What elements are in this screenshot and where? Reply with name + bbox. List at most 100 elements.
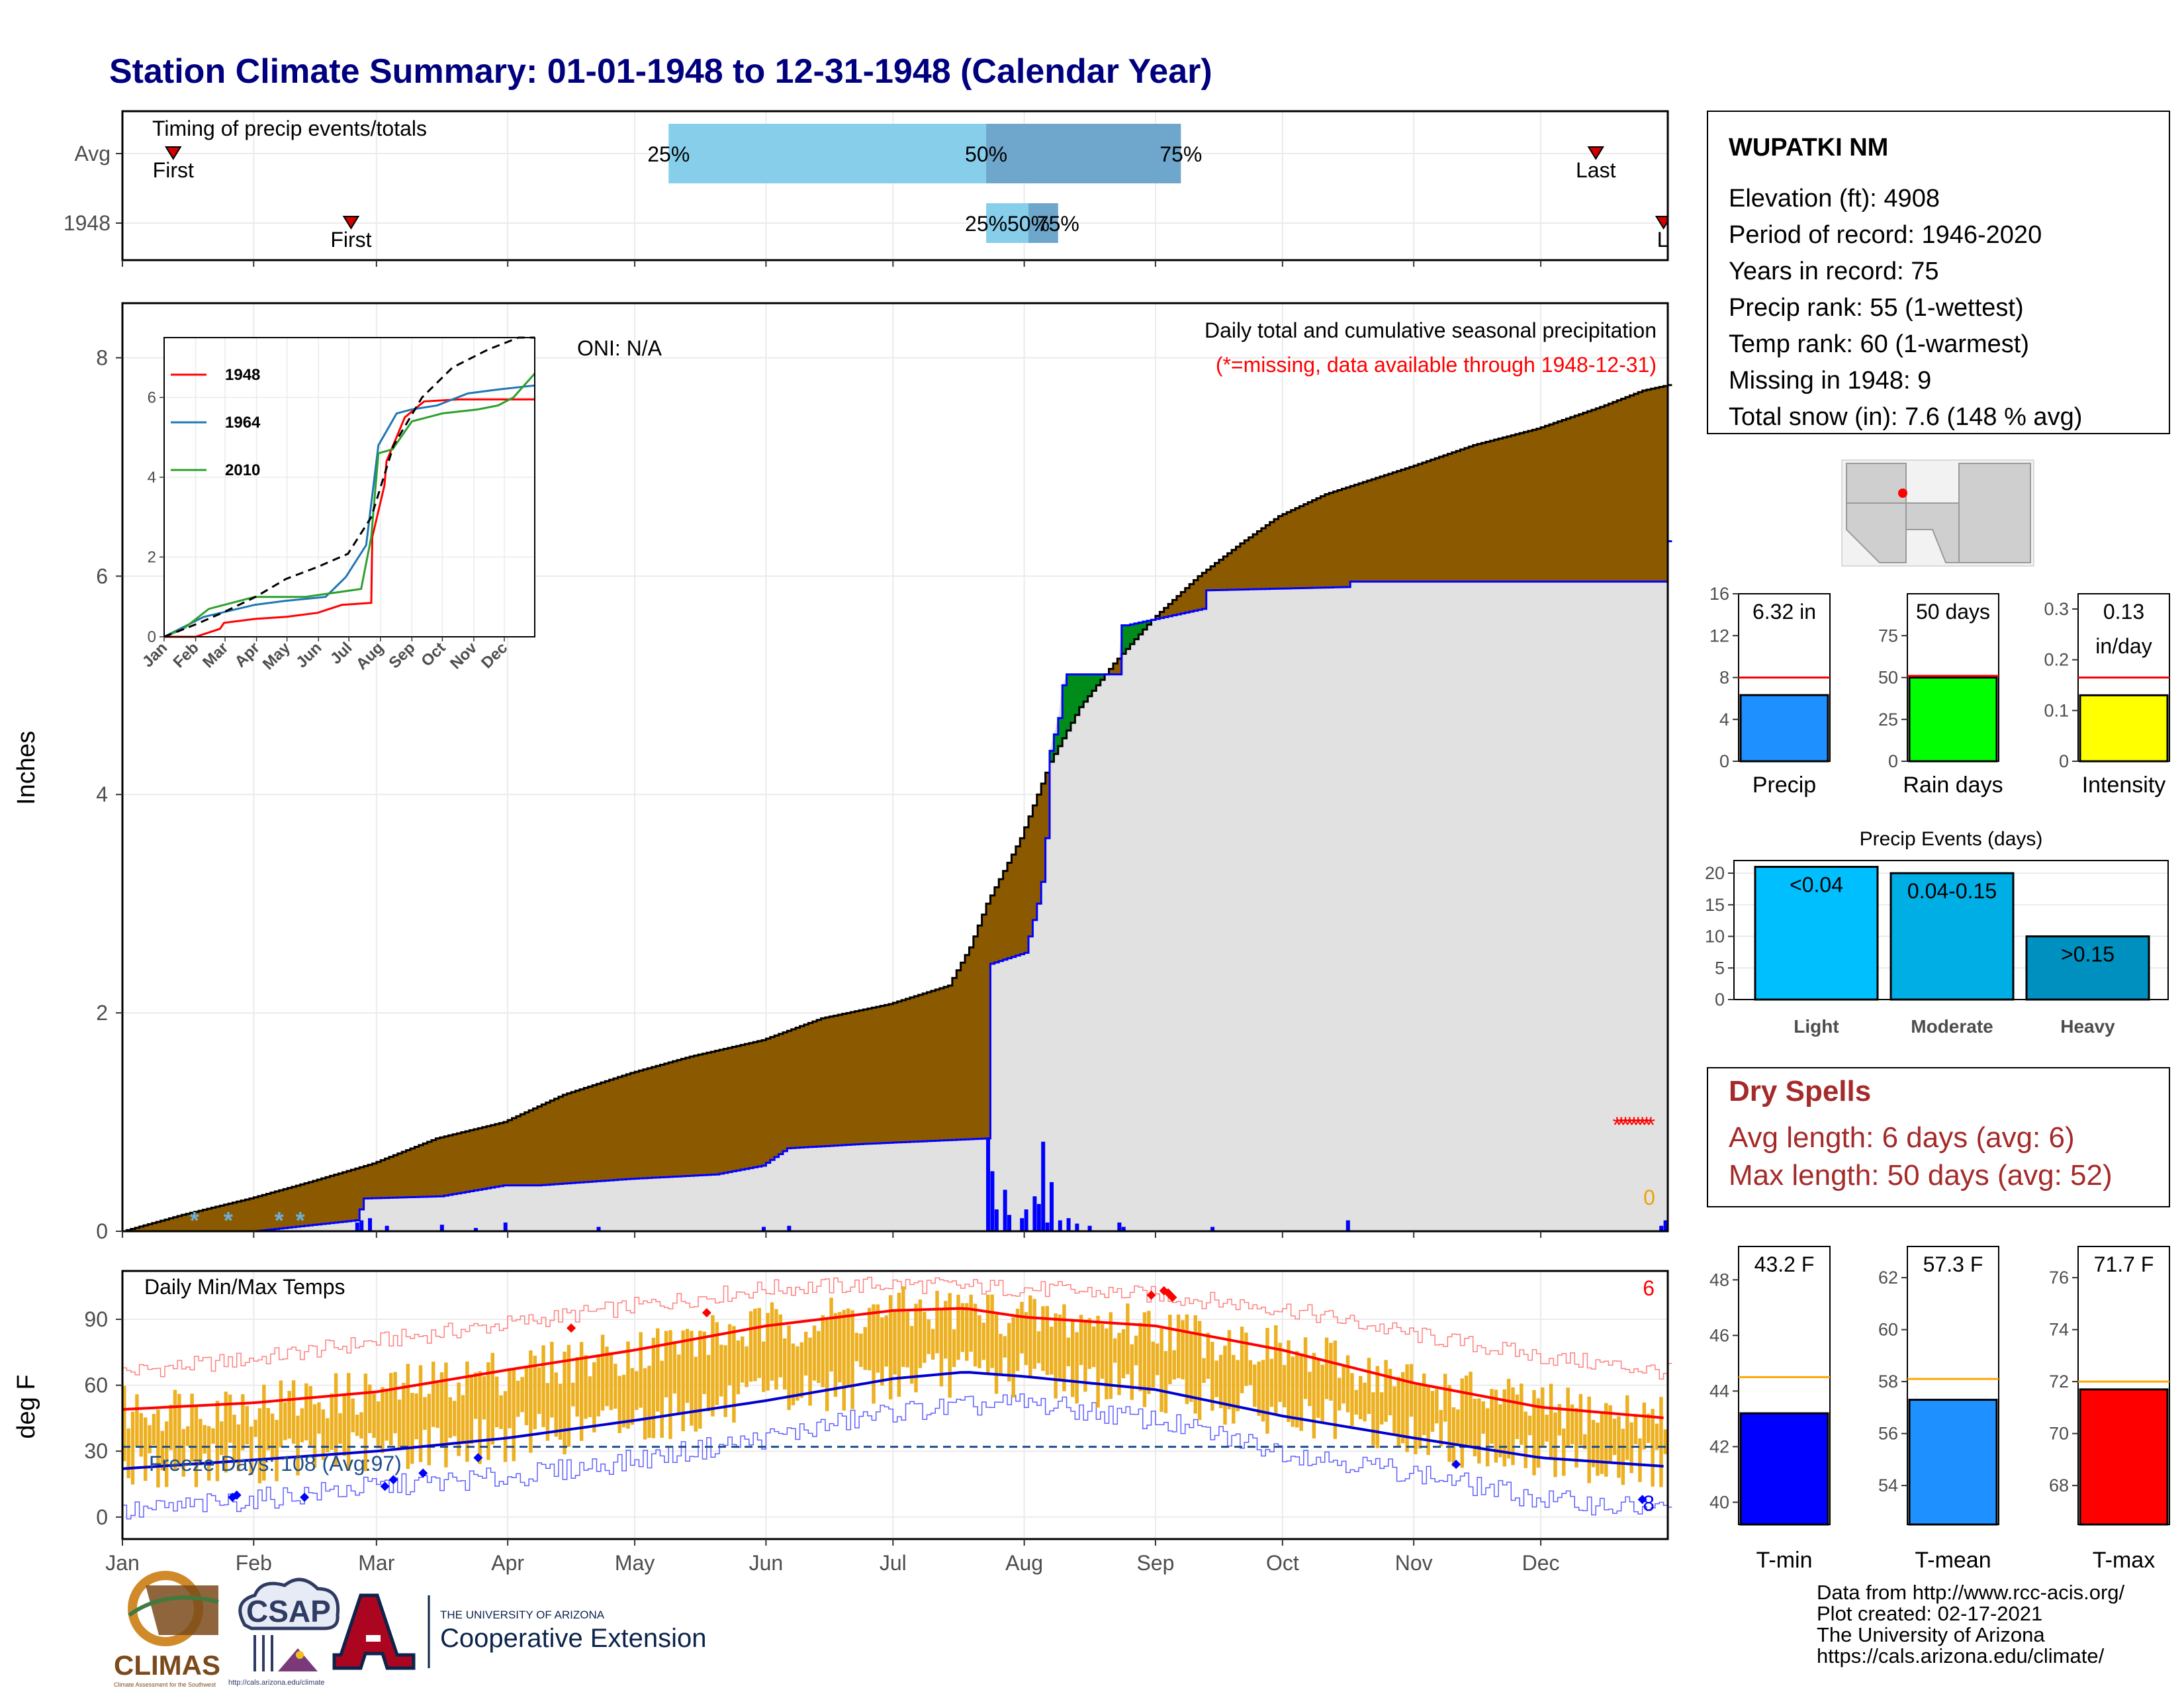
temp-daily-bar bbox=[1350, 1373, 1354, 1427]
temp-daily-bar bbox=[385, 1389, 389, 1441]
temp-daily-bar bbox=[545, 1383, 550, 1441]
map-state-shapes bbox=[1846, 463, 2031, 563]
temp-daily-bar bbox=[770, 1302, 774, 1381]
missing-day-marker: * bbox=[1613, 1113, 1621, 1138]
temp-daily-bar bbox=[457, 1382, 461, 1456]
temp-daily-bar bbox=[1409, 1364, 1414, 1417]
events-y-tick-label: 15 bbox=[1705, 895, 1725, 915]
temp-daily-bar bbox=[719, 1344, 723, 1397]
temp-daily-bar bbox=[1295, 1350, 1299, 1428]
record-low-count: 8 bbox=[1643, 1491, 1655, 1515]
gauge-name-label: T-max bbox=[2093, 1548, 2155, 1573]
record-low-marker bbox=[473, 1453, 483, 1463]
temp-daily-bar bbox=[986, 1294, 990, 1375]
temp-daily-bar bbox=[808, 1337, 812, 1406]
temp-daily-bar bbox=[1269, 1358, 1274, 1407]
inset-legend-label: 1964 bbox=[225, 414, 261, 432]
temp-daily-bar bbox=[1062, 1304, 1066, 1391]
temp-daily-bar bbox=[1210, 1342, 1214, 1411]
gauge-y-tick-label: 12 bbox=[1709, 626, 1729, 645]
temp-daily-bar bbox=[1498, 1404, 1502, 1458]
temp-daily-bar bbox=[859, 1333, 863, 1367]
temp-daily-bar bbox=[351, 1398, 355, 1432]
timing-bar-50-75 bbox=[986, 124, 1181, 183]
gauge-y-tick-label: 72 bbox=[2049, 1372, 2069, 1391]
timing-bar-25-50 bbox=[668, 124, 987, 183]
temp-daily-bar bbox=[918, 1299, 923, 1368]
timing-clip-mask bbox=[1668, 111, 1695, 260]
temp-daily-bar bbox=[1422, 1373, 1426, 1435]
temp-daily-bar bbox=[1379, 1392, 1384, 1425]
temp-daily-bar bbox=[1181, 1320, 1185, 1380]
temp-daily-bar bbox=[812, 1325, 817, 1381]
temp-daily-bar bbox=[1587, 1396, 1591, 1483]
dry-spells-avg: Avg length: 6 days (avg: 6) bbox=[1729, 1121, 2075, 1154]
temp-daily-bar bbox=[1354, 1389, 1359, 1415]
temp-daily-bar bbox=[854, 1333, 859, 1362]
month-axis-label: Dec bbox=[1522, 1551, 1560, 1575]
temp-daily-bar bbox=[139, 1413, 144, 1457]
station-elevation: Elevation (ft): 4908 bbox=[1729, 185, 1940, 212]
temp-daily-bar bbox=[817, 1331, 821, 1383]
temp-daily-bar bbox=[1367, 1358, 1371, 1415]
snow-marker: * bbox=[224, 1207, 233, 1234]
temp-daily-bar bbox=[1485, 1408, 1490, 1467]
temp-daily-bar bbox=[164, 1421, 169, 1487]
temp-daily-bar bbox=[1405, 1364, 1409, 1452]
temp-daily-bar bbox=[774, 1309, 778, 1390]
temp-daily-bar bbox=[1020, 1301, 1024, 1354]
temp-daily-bar bbox=[1418, 1385, 1422, 1449]
gauge-bar-Precip bbox=[1739, 694, 1829, 763]
temp-daily-bar bbox=[838, 1311, 842, 1383]
gauge-name-label: Precip bbox=[1752, 773, 1816, 798]
temp-daily-bar bbox=[486, 1362, 490, 1460]
temp-daily-bar bbox=[596, 1355, 600, 1417]
month-axis-label: May bbox=[615, 1551, 655, 1575]
temp-daily-bar bbox=[169, 1405, 173, 1450]
temp-daily-bar bbox=[490, 1352, 494, 1445]
temp-daily-bar bbox=[1232, 1354, 1236, 1424]
temp-daily-bar bbox=[376, 1401, 381, 1448]
record-low-marker bbox=[1451, 1460, 1461, 1470]
precip-average-line bbox=[122, 384, 1672, 1233]
temp-daily-bar bbox=[1041, 1306, 1045, 1372]
temp-daily-bar bbox=[635, 1371, 639, 1411]
temp-daily-bar bbox=[1308, 1372, 1312, 1407]
precip-daily-bar bbox=[1075, 1223, 1079, 1231]
station-missing: Missing in 1948: 9 bbox=[1729, 367, 1931, 395]
precip-daily-bar bbox=[1345, 1220, 1350, 1231]
temp-daily-bar bbox=[1274, 1325, 1278, 1415]
temp-daily-bar bbox=[482, 1376, 486, 1420]
temp-daily-bar bbox=[1527, 1415, 1532, 1436]
temp-daily-bar bbox=[1236, 1360, 1240, 1411]
record-high-count: 6 bbox=[1643, 1276, 1655, 1300]
missing-day-marker: * bbox=[1634, 1113, 1643, 1138]
temp-daily-bar bbox=[1261, 1360, 1265, 1422]
temp-daily-bar bbox=[571, 1382, 575, 1407]
temp-daily-bar bbox=[1282, 1364, 1287, 1407]
gauge-y-tick-label: 8 bbox=[1719, 668, 1729, 688]
temp-daily-bar bbox=[1464, 1375, 1469, 1445]
temp-daily-bar bbox=[1303, 1337, 1308, 1399]
month-axis-label: Jul bbox=[880, 1551, 907, 1575]
temp-daily-bar bbox=[1638, 1438, 1642, 1482]
temp-daily-bar bbox=[1456, 1409, 1460, 1446]
temp-daily-bar bbox=[148, 1425, 152, 1454]
temp-daily-bar bbox=[981, 1323, 986, 1360]
temp-daily-bar bbox=[550, 1342, 554, 1418]
record-low-marker bbox=[388, 1475, 398, 1485]
temp-daily-bar bbox=[1223, 1345, 1227, 1425]
temp-daily-bar bbox=[1329, 1342, 1333, 1401]
temp-daily-bar bbox=[897, 1292, 901, 1397]
missing-day-marker: * bbox=[1638, 1113, 1647, 1138]
temp-daily-bar bbox=[1096, 1315, 1100, 1408]
temp-daily-bar bbox=[478, 1371, 482, 1464]
timing-row-label: 1948 bbox=[64, 211, 111, 235]
climas-logo-subtext: Climate Assessment for the Southwest bbox=[114, 1681, 216, 1688]
temp-daily-bar bbox=[850, 1310, 854, 1409]
csap-logo: CSAP http://cals.arizona.edu/climate bbox=[228, 1577, 340, 1687]
gauge-y-tick-label: 46 bbox=[1709, 1325, 1729, 1345]
temp-daily-bar bbox=[829, 1297, 833, 1372]
temp-daily-bar bbox=[923, 1311, 927, 1363]
precip-daily-bar bbox=[1210, 1227, 1215, 1231]
